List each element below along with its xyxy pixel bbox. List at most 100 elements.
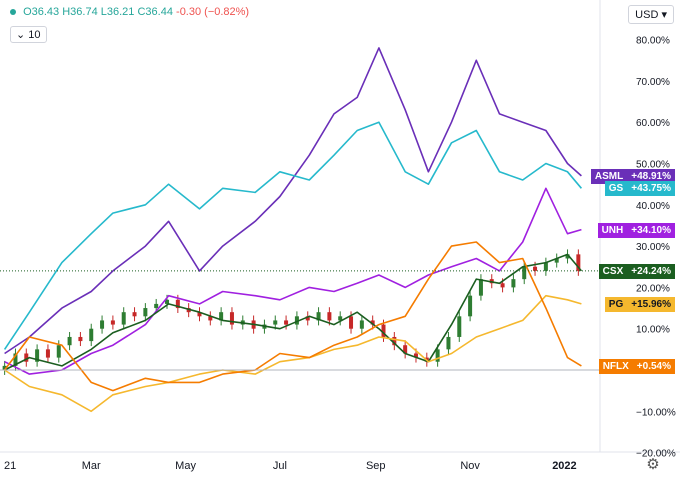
- badge-asml: ASML +48.91%: [590, 168, 675, 184]
- candle-body: [349, 316, 354, 329]
- ohlc-readout: O36.43 H36.74 L36.21 C36.44 -0.30 (−0.82…: [10, 6, 249, 18]
- candle-body: [24, 353, 29, 362]
- x-tick-label: 2022: [552, 460, 576, 472]
- candle-body: [370, 320, 375, 325]
- ohlc-open: O36.43: [23, 6, 60, 18]
- candle-body: [435, 349, 440, 362]
- candle-body: [554, 258, 559, 263]
- series-line-asml: [4, 47, 582, 355]
- ohlc-high: H36.74: [62, 6, 98, 18]
- candle-body: [500, 283, 505, 288]
- collapse-chevron-icon[interactable]: ⌄: [16, 29, 26, 41]
- y-tick-label: 30.00%: [636, 242, 670, 253]
- badge-value: +24.24%: [627, 263, 675, 279]
- candle-body: [338, 316, 343, 321]
- y-tick-label: 40.00%: [636, 201, 670, 212]
- y-tick-label: −20.00%: [636, 449, 676, 460]
- ohlc-close: C36.44: [137, 6, 173, 18]
- candle-body: [392, 336, 397, 346]
- candle-body: [468, 295, 473, 317]
- y-tick-label: 60.00%: [636, 118, 670, 129]
- candle-body: [381, 324, 386, 337]
- candle-body: [175, 299, 180, 309]
- candle-body: [457, 316, 462, 337]
- candle-body: [576, 254, 581, 271]
- ohlc-change: -0.30 (−0.82%): [176, 6, 250, 18]
- x-tick-label: Nov: [460, 460, 480, 472]
- badge-name: NFLX: [598, 358, 633, 374]
- candle-body: [533, 266, 538, 271]
- candle-body: [565, 254, 570, 259]
- currency-label: USD: [635, 9, 659, 21]
- badge-name: ASML: [590, 168, 628, 184]
- sma-indicator-chip[interactable]: ⌄ 10: [10, 26, 47, 43]
- candle-body: [327, 312, 332, 321]
- badge-value: +48.91%: [627, 168, 675, 184]
- candle-body: [413, 353, 418, 358]
- candle-body: [154, 303, 159, 309]
- candle-body: [100, 320, 105, 329]
- y-tick-label: 80.00%: [636, 36, 670, 47]
- series-line-csx: [4, 253, 583, 371]
- candle-body: [110, 320, 115, 325]
- candle-body: [67, 336, 72, 346]
- x-tick-label: 21: [4, 460, 16, 472]
- y-tick-label: 10.00%: [636, 325, 670, 336]
- candle-body: [35, 349, 40, 362]
- x-tick-label: Sep: [366, 460, 386, 472]
- candle-body: [143, 308, 148, 317]
- ohlc-low: L36.21: [100, 6, 135, 18]
- candle-body: [45, 349, 50, 358]
- badge-nflx: NFLX +0.54%: [598, 358, 675, 374]
- symbol-status-icon: [10, 9, 16, 16]
- candle-body: [305, 316, 310, 321]
- candle-body: [165, 299, 170, 304]
- y-tick-label: −10.00%: [636, 407, 676, 418]
- y-tick-label: 70.00%: [636, 77, 670, 88]
- badge-value: +0.54%: [632, 358, 675, 374]
- candle-body: [284, 320, 289, 325]
- badge-gs: GS +43.75%: [604, 181, 675, 197]
- candle-body: [294, 316, 299, 325]
- candles-layer: [2, 249, 581, 375]
- candle-body: [121, 312, 126, 325]
- candle-body: [208, 316, 213, 321]
- candle-body: [219, 312, 224, 321]
- axis-layer: 80.00% 70.00% 60.00% 50.00% 40.00% 30.00% 20.0…: [0, 0, 680, 472]
- series-line-pg: [4, 294, 582, 413]
- y-tick-label: 20.00%: [636, 283, 670, 294]
- candle-body: [359, 320, 364, 329]
- badge-name: GS: [604, 181, 628, 197]
- y-tick-label: 50.00%: [636, 160, 670, 171]
- series-line-gs: [3, 121, 583, 350]
- candle-body: [522, 266, 527, 280]
- series-line-nflx: [3, 241, 582, 392]
- candle-body: [197, 312, 202, 317]
- badge-name: UNH: [597, 222, 628, 238]
- badge-name: PG: [604, 296, 628, 312]
- settings-gear-icon[interactable]: ⚙: [646, 456, 660, 473]
- candle-body: [2, 365, 7, 370]
- x-tick-label: Jul: [273, 460, 287, 472]
- candle-body: [13, 353, 18, 366]
- candle-body: [132, 312, 137, 317]
- badge-value: +43.75%: [627, 181, 675, 197]
- x-tick-label: Mar: [82, 460, 101, 472]
- candle-body: [229, 312, 234, 325]
- candle-body: [543, 262, 548, 271]
- candle-body: [478, 279, 483, 296]
- sma-length: 10: [28, 29, 41, 41]
- candle-body: [403, 345, 408, 354]
- x-tick-label: May: [175, 460, 196, 472]
- candle-body: [273, 320, 278, 325]
- badge-name: CSX: [598, 263, 628, 279]
- candle-body: [316, 312, 321, 321]
- series-lines-layer: [3, 47, 583, 413]
- candle-body: [446, 336, 451, 350]
- currency-selector[interactable]: USD ▾: [628, 5, 674, 24]
- badge-value: +34.10%: [627, 222, 675, 238]
- badge-unh: UNH +34.10%: [597, 222, 675, 238]
- badge-value: +15.96%: [627, 296, 675, 312]
- candle-body: [89, 328, 94, 342]
